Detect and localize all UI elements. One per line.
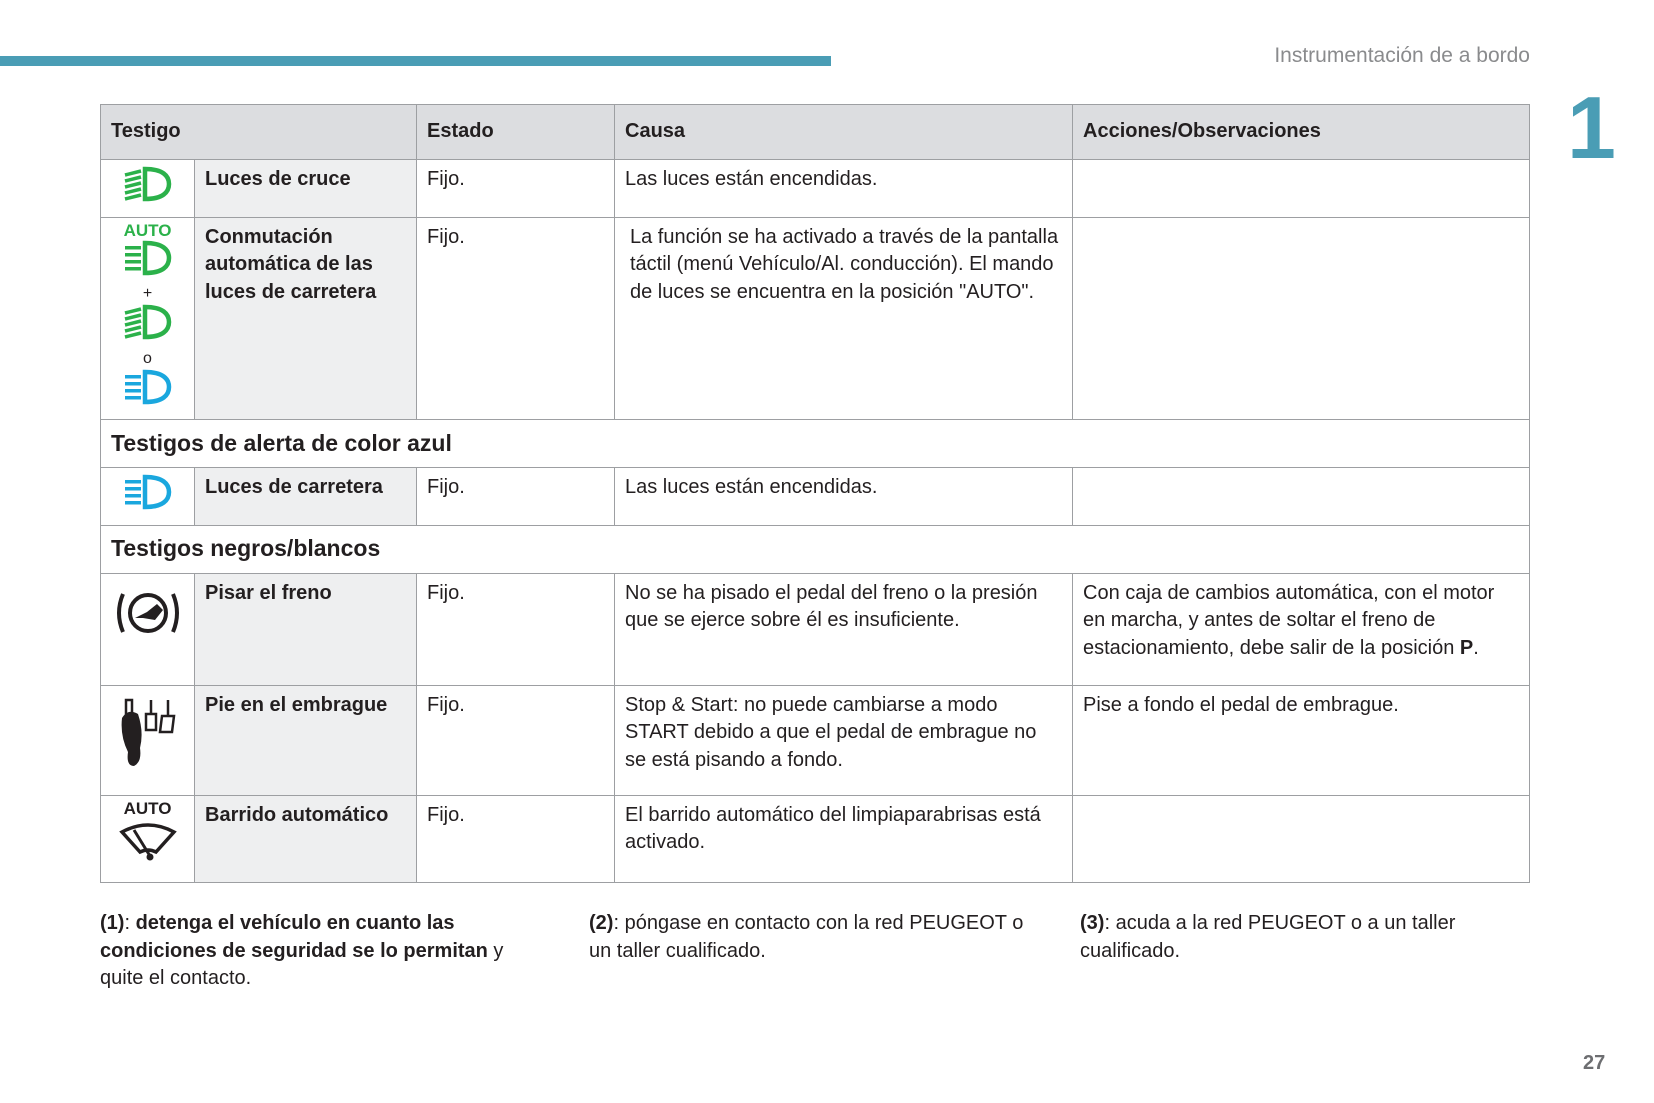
- auto-label: AUTO: [123, 798, 172, 818]
- row-estado: Fijo.: [416, 467, 615, 526]
- row-acciones: [1072, 159, 1530, 218]
- table-row: Luces de carretera Fijo. Las luces están…: [100, 467, 1530, 526]
- row-acciones: [1072, 216, 1530, 420]
- footnote-2: (2): póngase en contacto con la red PEUG…: [589, 912, 1024, 962]
- section-blue-title: Testigos de alerta de color azul: [100, 419, 1530, 468]
- footnote-ref: (1): [100, 912, 125, 934]
- footnote-ref: (3): [1080, 912, 1105, 934]
- row-causa: El barrido automático del limpiaparabris…: [614, 794, 1073, 883]
- row-causa: La función se ha activado a través de la…: [614, 216, 1073, 420]
- section-row: Testigos negros/blancos: [100, 524, 1530, 574]
- footnote-text: póngase en contacto con la red PEUGEOT o…: [589, 912, 1024, 962]
- row-label: Barrido automático: [194, 794, 417, 883]
- row-causa: Stop & Start: no puede cambiarse a modo …: [614, 684, 1073, 796]
- row-acciones: [1072, 794, 1530, 883]
- acciones-bold: P: [1459, 636, 1474, 659]
- footnote-1: (1): detenga el vehículo en cuanto las c…: [100, 912, 504, 990]
- acciones-text: Con caja de cambios automática, con el m…: [1083, 581, 1495, 659]
- footnote-3: (3): acuda a la red PEUGEOT o a un talle…: [1080, 912, 1456, 962]
- high-beam-blue-icon: [123, 474, 173, 510]
- section-bw-title: Testigos negros/blancos: [100, 524, 1530, 574]
- table-row: AUTO Barrido automático Fijo. El barrido…: [100, 794, 1530, 883]
- auto-wiper-icon: [118, 822, 177, 860]
- low-beam-green-icon: [123, 166, 173, 202]
- section-title: Instrumentación de a bordo: [1274, 44, 1530, 67]
- row-estado: Fijo.: [416, 572, 615, 686]
- row-acciones: Pise a fondo el pedal de embrague.: [1072, 684, 1530, 796]
- row-label: Pisar el freno: [194, 572, 417, 686]
- table-row: Pisar el freno Fijo. No se ha pisado el …: [100, 572, 1530, 686]
- row-label: Luces de carretera: [194, 467, 417, 526]
- page-number: 27: [1583, 1052, 1606, 1074]
- high-beam-blue-icon: [123, 369, 173, 405]
- warning-lights-table: Testigo Estado Causa Acciones/Observacio…: [100, 104, 1530, 883]
- footnote-text: y quite el contacto.: [100, 939, 504, 990]
- header-causa: Causa: [614, 104, 1073, 160]
- low-beam-green-icon: [123, 304, 173, 340]
- or-label: o: [143, 349, 152, 367]
- accent-bar: [0, 56, 831, 66]
- footnote-ref: (2): [589, 912, 614, 934]
- row-acciones: Con caja de cambios automática, con el m…: [1072, 572, 1530, 686]
- table-row: AUTO + o Conmutación automática de las l…: [100, 216, 1530, 420]
- plus-label: +: [142, 285, 153, 302]
- brake-pedal-icon: [116, 592, 179, 633]
- row-label: Conmutación automática de las luces de c…: [194, 216, 417, 420]
- row-label: Luces de cruce: [194, 159, 417, 218]
- clutch-foot-icon: [121, 698, 175, 766]
- row-label: Pie en el embrague: [194, 684, 417, 796]
- row-causa: Las luces están encendidas.: [614, 159, 1073, 218]
- footnote-text: acuda a la red PEUGEOT o a un taller cua…: [1080, 912, 1456, 962]
- auto-label: AUTO: [123, 220, 172, 240]
- header-testigo: Testigo: [100, 104, 417, 160]
- chapter-number: 1: [1567, 78, 1616, 177]
- high-beam-green-icon: [123, 240, 173, 276]
- footnote-bold: detenga el vehículo en cuanto las condic…: [100, 912, 488, 962]
- acciones-end: .: [1473, 636, 1479, 659]
- row-estado: Fijo.: [416, 684, 615, 796]
- table-row: Luces de cruce Fijo. Las luces están enc…: [100, 159, 1530, 218]
- row-estado: Fijo.: [416, 216, 615, 420]
- row-acciones: [1072, 467, 1530, 526]
- table-header: Testigo Estado Causa Acciones/Observacio…: [100, 104, 1530, 160]
- section-row: Testigos de alerta de color azul: [100, 419, 1530, 468]
- header-estado: Estado: [416, 104, 615, 160]
- table-row: Pie en el embrague Fijo. Stop & Start: n…: [100, 684, 1530, 796]
- row-causa: No se ha pisado el pedal del freno o la …: [614, 572, 1073, 686]
- header-acciones: Acciones/Observaciones: [1072, 104, 1530, 160]
- row-estado: Fijo.: [416, 794, 615, 883]
- row-estado: Fijo.: [416, 159, 615, 218]
- row-causa: Las luces están encendidas.: [614, 467, 1073, 526]
